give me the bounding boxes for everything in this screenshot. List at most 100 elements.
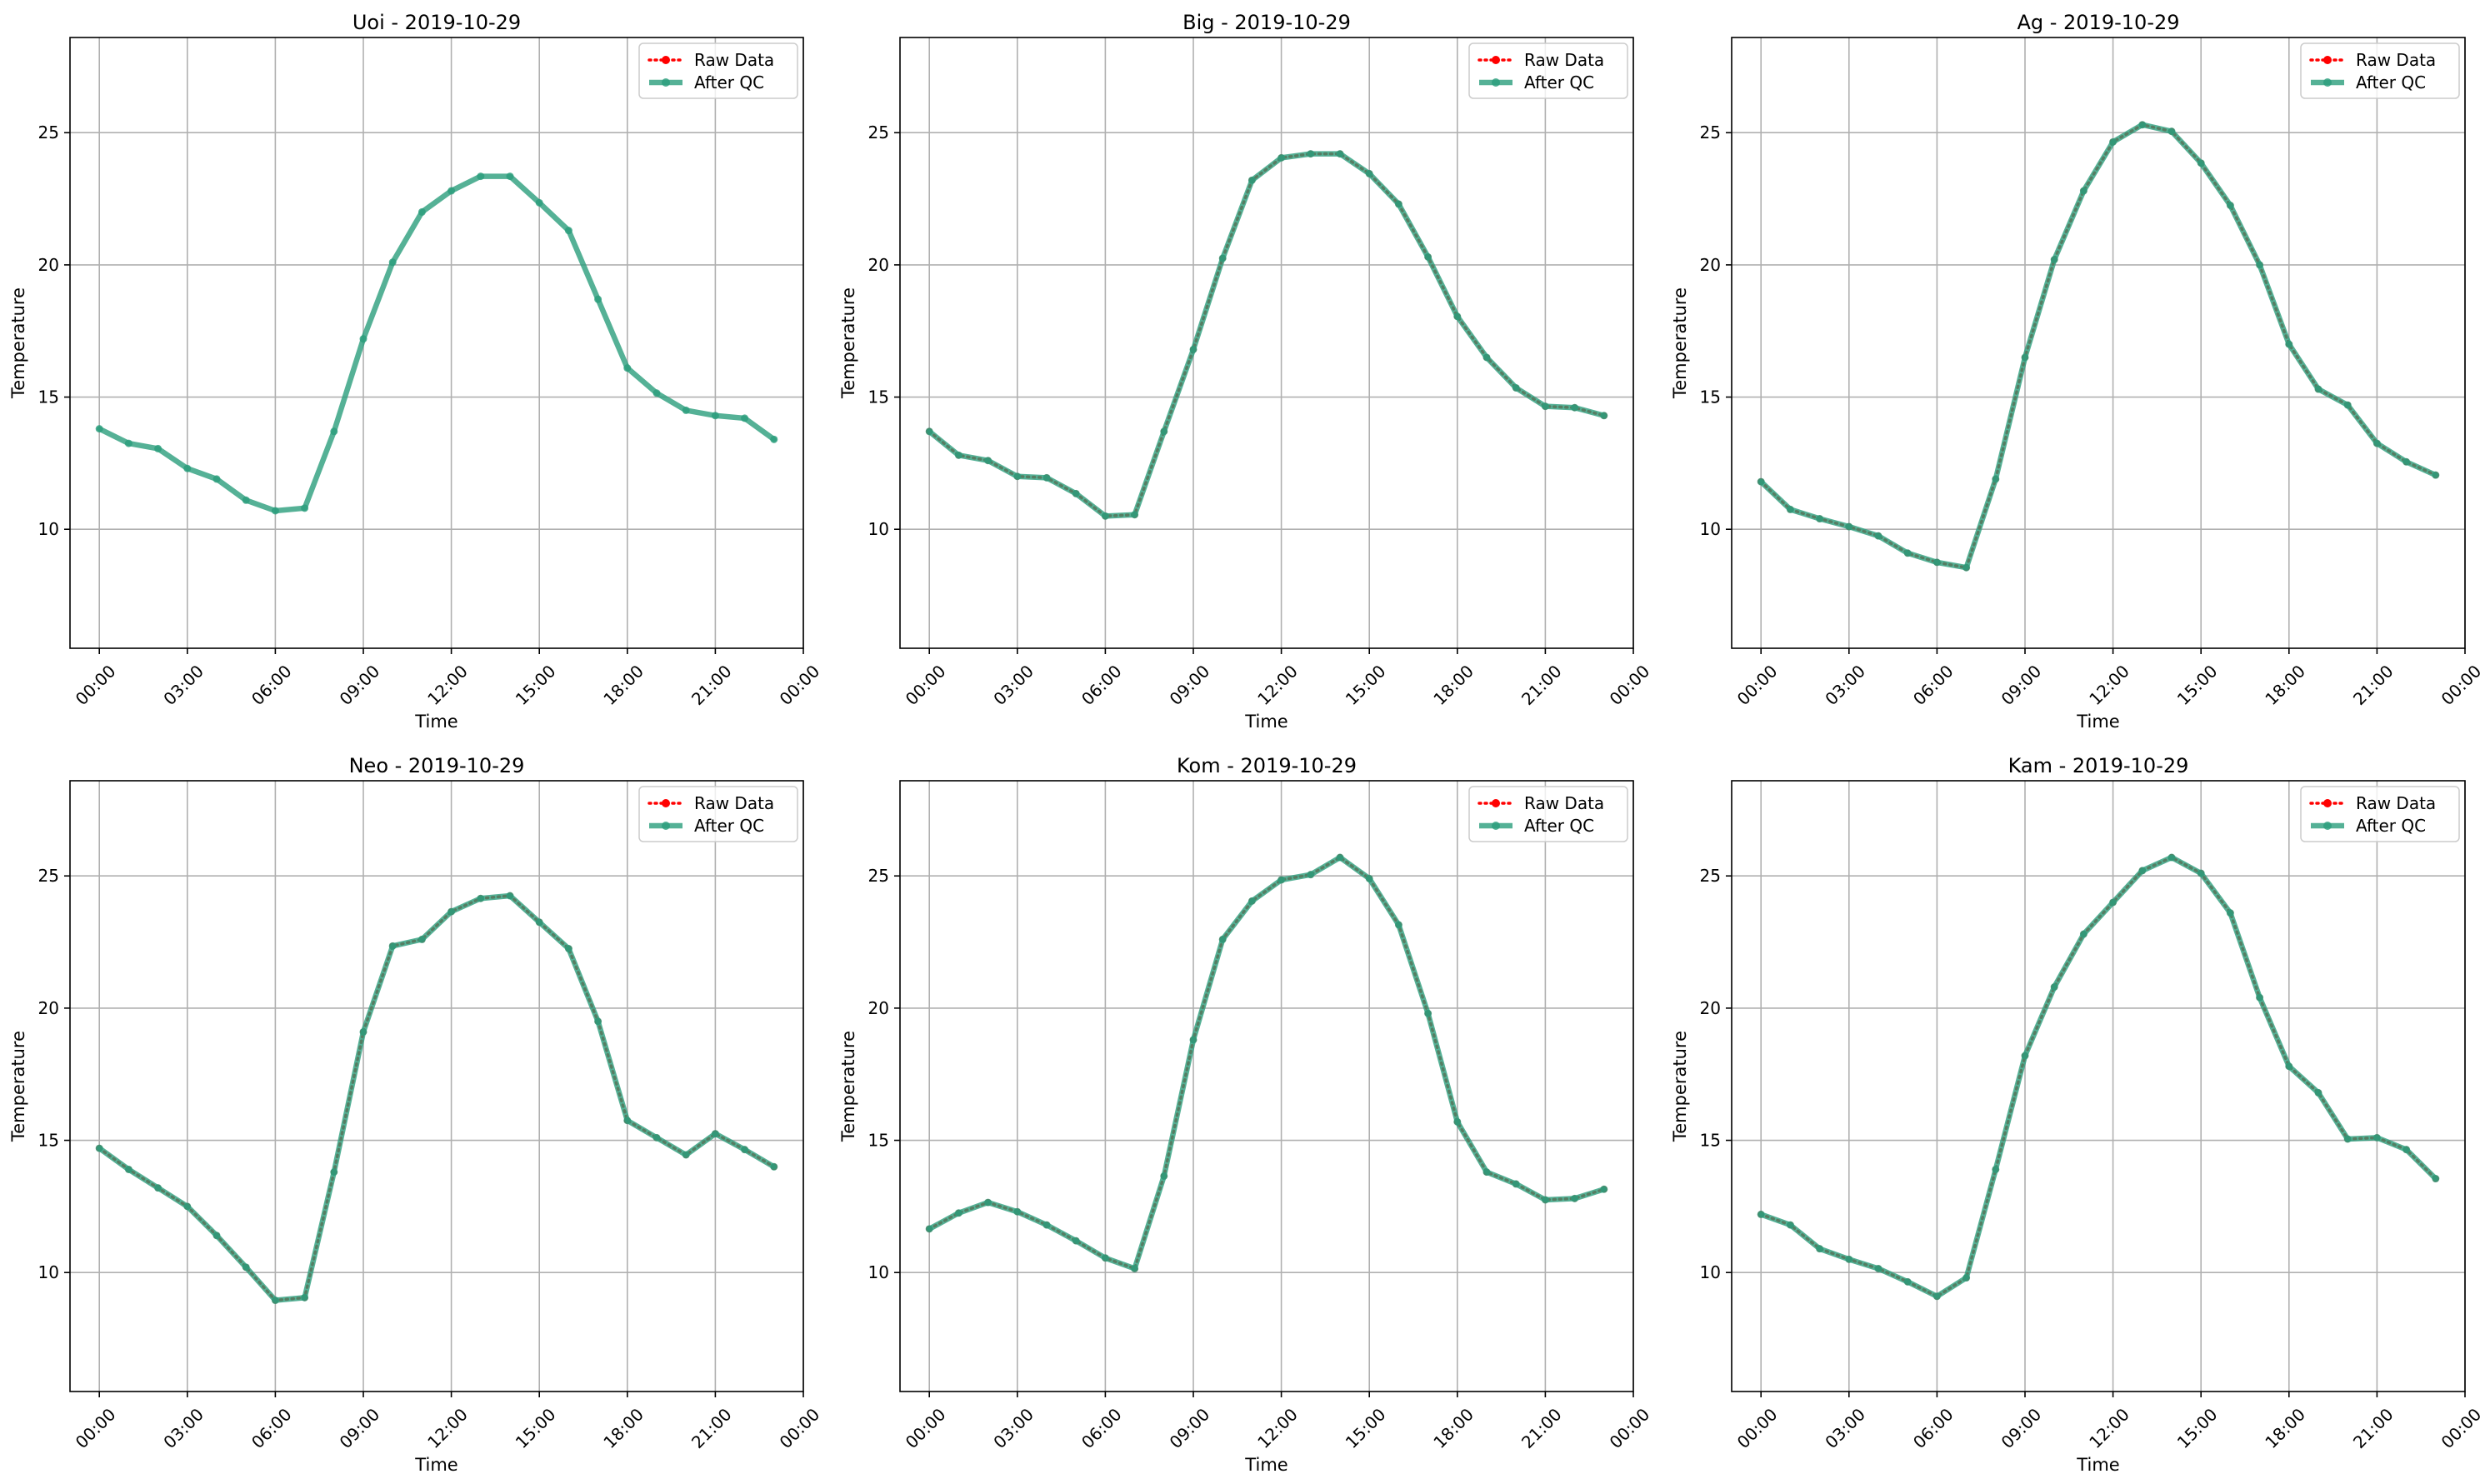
x-tick-label: 00:00	[776, 661, 824, 709]
after-qc-point	[1903, 1277, 1912, 1286]
after-qc-point	[1482, 1168, 1491, 1177]
x-tick-label: 00:00	[776, 1404, 824, 1452]
after-qc-point	[1845, 522, 1853, 531]
x-tick-label: 12:00	[423, 661, 472, 709]
x-tick-label: 15:00	[512, 661, 560, 709]
axes-frame	[69, 37, 804, 649]
y-tick-label: 15	[1700, 1131, 1721, 1151]
after-qc-point	[682, 406, 690, 414]
subplot-title: Neo - 2019-10-29	[349, 754, 525, 777]
after-qc-point	[652, 1133, 661, 1142]
x-tick-label: 21:00	[1518, 1404, 1566, 1452]
after-qc-point	[2197, 869, 2205, 877]
after-qc-point	[242, 1263, 250, 1272]
after-qc-point	[1786, 1221, 1794, 1229]
after-qc-point	[2079, 187, 2088, 195]
subplot-5: 00:00 03:00 06:00 09:00 12:00 15:00 18:00 21:00…	[838, 754, 1653, 1475]
after-qc-line	[926, 854, 1608, 1272]
after-qc-point	[506, 892, 514, 900]
y-tick-label: 10	[38, 1262, 59, 1282]
after-qc-point	[1101, 512, 1109, 520]
raw-data-line	[928, 855, 1606, 1271]
y-axis: 10 15 20 25 Temperature	[838, 122, 900, 539]
subplot-2: 00:00 03:00 06:00 09:00 12:00 15:00 18:00 21:00…	[838, 11, 1653, 732]
after-qc-point	[1453, 312, 1462, 321]
after-qc-point	[2432, 471, 2440, 479]
legend-qc-marker	[662, 78, 670, 87]
after-qc-point	[2402, 457, 2411, 466]
after-qc-point	[1541, 1196, 1549, 1204]
after-qc-point	[2285, 1062, 2293, 1071]
after-qc-point	[1453, 1117, 1462, 1126]
after-qc-point	[1512, 1180, 1520, 1188]
after-qc-point	[2197, 159, 2205, 167]
y-axis-label: Temperature	[8, 287, 28, 399]
after-qc-point	[1571, 1194, 1579, 1202]
raw-data-line	[1759, 122, 2438, 570]
y-tick-label: 20	[38, 998, 59, 1018]
legend-raw-label: Raw Data	[2356, 793, 2436, 813]
legend-qc-label: After QC	[694, 816, 764, 836]
x-tick-label: 00:00	[1606, 661, 1654, 709]
legend-raw-marker	[2323, 799, 2332, 807]
legend-qc-marker	[1492, 78, 1500, 87]
after-qc-point	[2050, 256, 2058, 264]
after-qc-point	[535, 918, 543, 927]
legend-qc-label: After QC	[694, 72, 764, 92]
after-qc-point	[1571, 403, 1579, 412]
raw-data-line	[928, 152, 1606, 518]
after-qc-point	[564, 227, 572, 235]
x-axis: 00:00 03:00 06:00 09:00 12:00 15:00 18:00 21:00…	[902, 648, 1654, 732]
x-tick-label: 12:00	[1253, 1404, 1302, 1452]
y-axis-label: Temperature	[838, 287, 858, 399]
after-qc-point	[1786, 505, 1794, 513]
y-tick-label: 20	[38, 255, 59, 275]
x-tick-label: 15:00	[512, 1404, 560, 1452]
x-tick-label: 03:00	[989, 1404, 1038, 1452]
after-qc-point	[1394, 200, 1402, 208]
x-axis-label: Time	[1244, 1455, 1288, 1475]
x-axis-label: Time	[2076, 712, 2119, 732]
after-qc-point	[1600, 412, 1608, 420]
after-qc-point	[2256, 261, 2264, 269]
after-qc-point	[183, 1202, 192, 1211]
x-axis: 00:00 03:00 06:00 09:00 12:00 15:00 18:00 21:00…	[902, 1392, 1653, 1475]
after-qc-point	[418, 207, 426, 216]
x-tick-label: 00:00	[1733, 661, 1782, 709]
x-tick-label: 06:00	[1909, 661, 1958, 709]
x-tick-label: 15:00	[1342, 1404, 1390, 1452]
y-axis: 10 15 20 25 Temperature	[8, 866, 70, 1282]
y-tick-label: 20	[1700, 998, 1721, 1018]
subplot-title: Kom - 2019-10-29	[1177, 754, 1357, 777]
x-axis: 00:00 03:00 06:00 09:00 12:00 15:00 18:00 21:00…	[1733, 648, 2485, 732]
series-group	[925, 150, 1608, 520]
after-qc-point	[1248, 897, 1256, 905]
after-qc-point	[682, 1151, 690, 1159]
x-tick-label: 18:00	[599, 661, 648, 709]
x-tick-label: 09:00	[336, 661, 384, 709]
after-qc-point	[1874, 532, 1882, 540]
y-tick-label: 15	[1700, 387, 1721, 407]
after-qc-point	[564, 944, 572, 952]
y-tick-label: 25	[38, 866, 59, 886]
y-axis: 10 15 20 25 Temperature	[1670, 122, 1732, 539]
after-qc-point	[359, 1027, 368, 1036]
after-qc-line	[1758, 854, 2439, 1300]
after-qc-point	[1992, 1165, 2000, 1173]
after-qc-point	[1482, 353, 1491, 362]
x-tick-label: 06:00	[248, 661, 296, 709]
axes-frame	[1731, 37, 2466, 649]
after-qc-point	[1845, 1255, 1853, 1263]
after-qc-point	[770, 435, 778, 443]
series-group	[95, 892, 778, 1305]
after-qc-point	[1278, 876, 1286, 884]
x-tick-label: 03:00	[1821, 661, 1869, 709]
after-qc-point	[2314, 1088, 2322, 1097]
after-qc-point	[1042, 473, 1051, 482]
subplot-title: Uoi - 2019-10-29	[352, 11, 521, 34]
x-axis-label: Time	[1244, 712, 1288, 732]
after-qc-point	[154, 444, 162, 452]
